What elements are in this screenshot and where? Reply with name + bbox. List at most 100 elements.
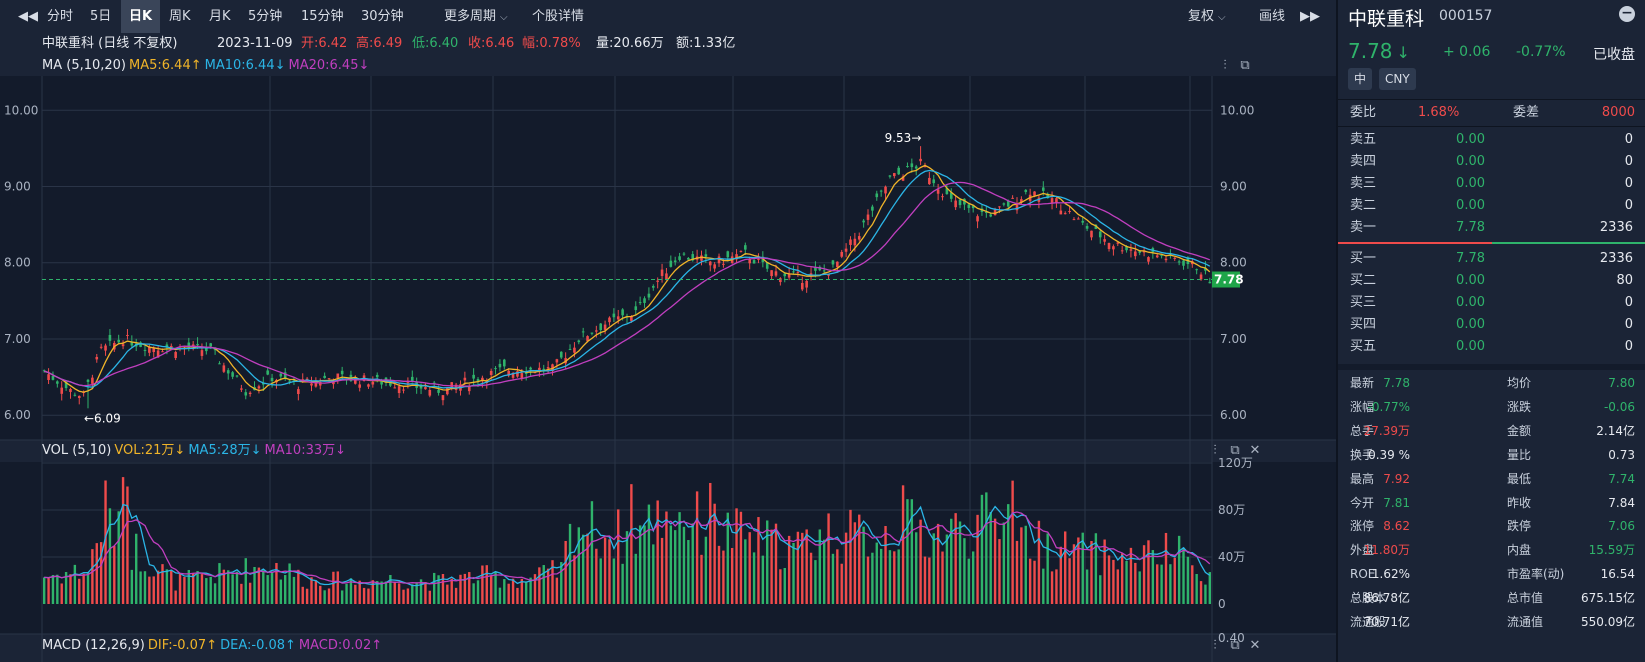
volume-bar (454, 587, 458, 604)
volume-bar (297, 569, 300, 604)
candle-body (516, 371, 519, 377)
volume-bar (340, 590, 344, 604)
bid-level-label: 买四 (1350, 317, 1377, 332)
candle-body (1081, 220, 1085, 223)
tab-15min[interactable]: 15分钟 (301, 9, 344, 24)
volume-bar (1134, 562, 1137, 604)
volume-bar (332, 571, 335, 604)
candle-body (441, 395, 445, 401)
more-periods-dropdown[interactable]: 更多周期 ⌵ (444, 0, 508, 33)
price-tick-right: 9.00 (1220, 180, 1247, 194)
currency-tag[interactable]: CNY (1379, 68, 1416, 90)
double-left-icon[interactable]: ◀◀ (18, 9, 38, 24)
double-right-icon[interactable]: ▶▶ (1300, 9, 1320, 24)
volume-bar (73, 564, 77, 604)
chart-background (0, 0, 1336, 662)
candle-body (985, 211, 988, 213)
ask-volume: 0 (1624, 176, 1633, 191)
fuquan-dropdown[interactable]: 复权 ⌵ (1188, 0, 1226, 33)
candle-body (121, 344, 125, 347)
candle-body (1204, 267, 1207, 271)
volume-bar (599, 558, 602, 604)
volume-bar (682, 526, 686, 604)
volume-bar (1191, 565, 1194, 604)
tab-weekly-k[interactable]: 周K (169, 9, 191, 24)
last-price-value: 7.78 (1348, 39, 1393, 63)
ask-row[interactable]: 卖五 0.00 0 (1338, 129, 1645, 151)
bid-row[interactable]: 买一 7.78 2336 (1338, 248, 1645, 270)
min-price-label: ←6.09 (84, 411, 121, 425)
volume-bar (284, 575, 287, 604)
candle-body (1011, 197, 1014, 199)
candle-body (1085, 226, 1089, 229)
volume-bar (533, 574, 537, 604)
bid-row[interactable]: 买二 0.00 80 (1338, 270, 1645, 292)
volume-bar (511, 578, 515, 604)
stat-value: 7.06 (1608, 519, 1635, 534)
volume-bar (121, 477, 125, 604)
kline-chart[interactable]: 10.00 10.00 9.00 9.00 8.00 8.00 7.00 7.00 6.00 6.… (0, 0, 1336, 662)
popout-icon[interactable]: ⧉ (1230, 638, 1240, 653)
volume-bar (617, 509, 620, 604)
ask-row[interactable]: 卖四 0.00 0 (1338, 151, 1645, 173)
candle-body (231, 372, 234, 377)
stock-detail-link[interactable]: 个股详情 (532, 9, 585, 24)
candle-body (161, 351, 164, 353)
volume-bar (853, 522, 857, 604)
volume-bar (919, 519, 922, 604)
bid-row[interactable]: 买四 0.00 0 (1338, 314, 1645, 336)
stat-row: 总股本 86.78亿 总市值 675.15亿 (1338, 587, 1645, 609)
tab-daily-k[interactable]: 日K (121, 0, 161, 33)
popout-icon[interactable]: ⧉ (1240, 58, 1250, 73)
draw-line-button[interactable]: 画线 (1259, 9, 1286, 24)
stat-label: 昨收 (1507, 495, 1532, 510)
volume-bar (428, 590, 432, 604)
vol-panel-header-bg (0, 440, 1336, 462)
settings-sliders-icon[interactable]: ⫶ (1213, 638, 1217, 653)
volume-value: 量:20.66万 (596, 36, 664, 51)
tab-monthly-k[interactable]: 月K (209, 9, 231, 24)
candle-body (1046, 193, 1049, 199)
ask-row[interactable]: 卖三 0.00 0 (1338, 173, 1645, 195)
more-periods-label: 更多周期 (444, 9, 497, 24)
volume-bar (542, 565, 545, 604)
stat-value: 15.59万 (1588, 543, 1635, 558)
stock-name-mode: 中联重科 (日线 不复权) (42, 36, 178, 51)
volume-bar (897, 549, 900, 604)
volume-bar (113, 546, 116, 604)
stat-label: 内盘 (1507, 543, 1532, 558)
candle-body (976, 216, 979, 222)
bid-row[interactable]: 买五 0.00 0 (1338, 336, 1645, 358)
settings-sliders-icon[interactable]: ⫶ (1223, 58, 1227, 73)
tab-5day[interactable]: 5日 (90, 9, 112, 24)
candle-body (853, 238, 857, 246)
ask-row[interactable]: 卖二 0.00 0 (1338, 195, 1645, 217)
volume-bar (468, 572, 471, 604)
volume-bar (1129, 547, 1133, 604)
ask-row[interactable]: 卖一 7.78 2336 (1338, 217, 1645, 239)
candle-body (1208, 281, 1212, 284)
candle-body (1182, 260, 1185, 266)
candle-body (498, 363, 502, 368)
bid-row[interactable]: 买三 0.00 0 (1338, 292, 1645, 314)
market-tag[interactable]: 中 (1348, 68, 1373, 90)
minus-circle-icon[interactable]: − (1619, 6, 1635, 22)
volume-bar (818, 529, 822, 604)
volume-bar (1042, 568, 1045, 604)
candle-body (60, 387, 64, 394)
tab-fenshi[interactable]: 分时 (47, 9, 74, 24)
stat-row: 最高 7.92 最低 7.74 (1338, 468, 1645, 490)
close-icon[interactable]: ✕ (1249, 638, 1261, 653)
volume-bar (463, 573, 467, 604)
volume-bar (472, 583, 475, 604)
candle-body (814, 267, 817, 271)
settings-sliders-icon[interactable]: ⫶ (1213, 443, 1217, 458)
popout-icon[interactable]: ⧉ (1230, 443, 1240, 458)
volume-bar (389, 574, 392, 604)
tab-30min[interactable]: 30分钟 (361, 9, 404, 24)
ask-level-label: 卖五 (1350, 132, 1377, 147)
close-icon[interactable]: ✕ (1249, 443, 1261, 458)
ask-volume: 2336 (1599, 220, 1633, 235)
tab-5min[interactable]: 5分钟 (248, 9, 283, 24)
candle-body (897, 167, 900, 175)
